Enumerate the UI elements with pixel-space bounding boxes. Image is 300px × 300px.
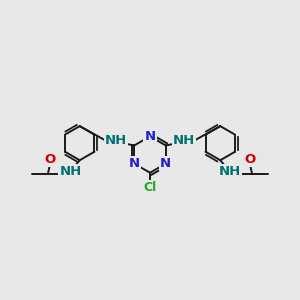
Text: N: N <box>144 130 156 143</box>
Text: N: N <box>129 157 140 170</box>
Text: Cl: Cl <box>143 181 157 194</box>
Text: O: O <box>44 153 56 166</box>
Text: NH: NH <box>59 165 82 178</box>
Text: NH: NH <box>173 134 195 147</box>
Text: N: N <box>160 157 171 170</box>
Text: NH: NH <box>218 165 241 178</box>
Text: O: O <box>244 153 256 166</box>
Text: NH: NH <box>105 134 127 147</box>
